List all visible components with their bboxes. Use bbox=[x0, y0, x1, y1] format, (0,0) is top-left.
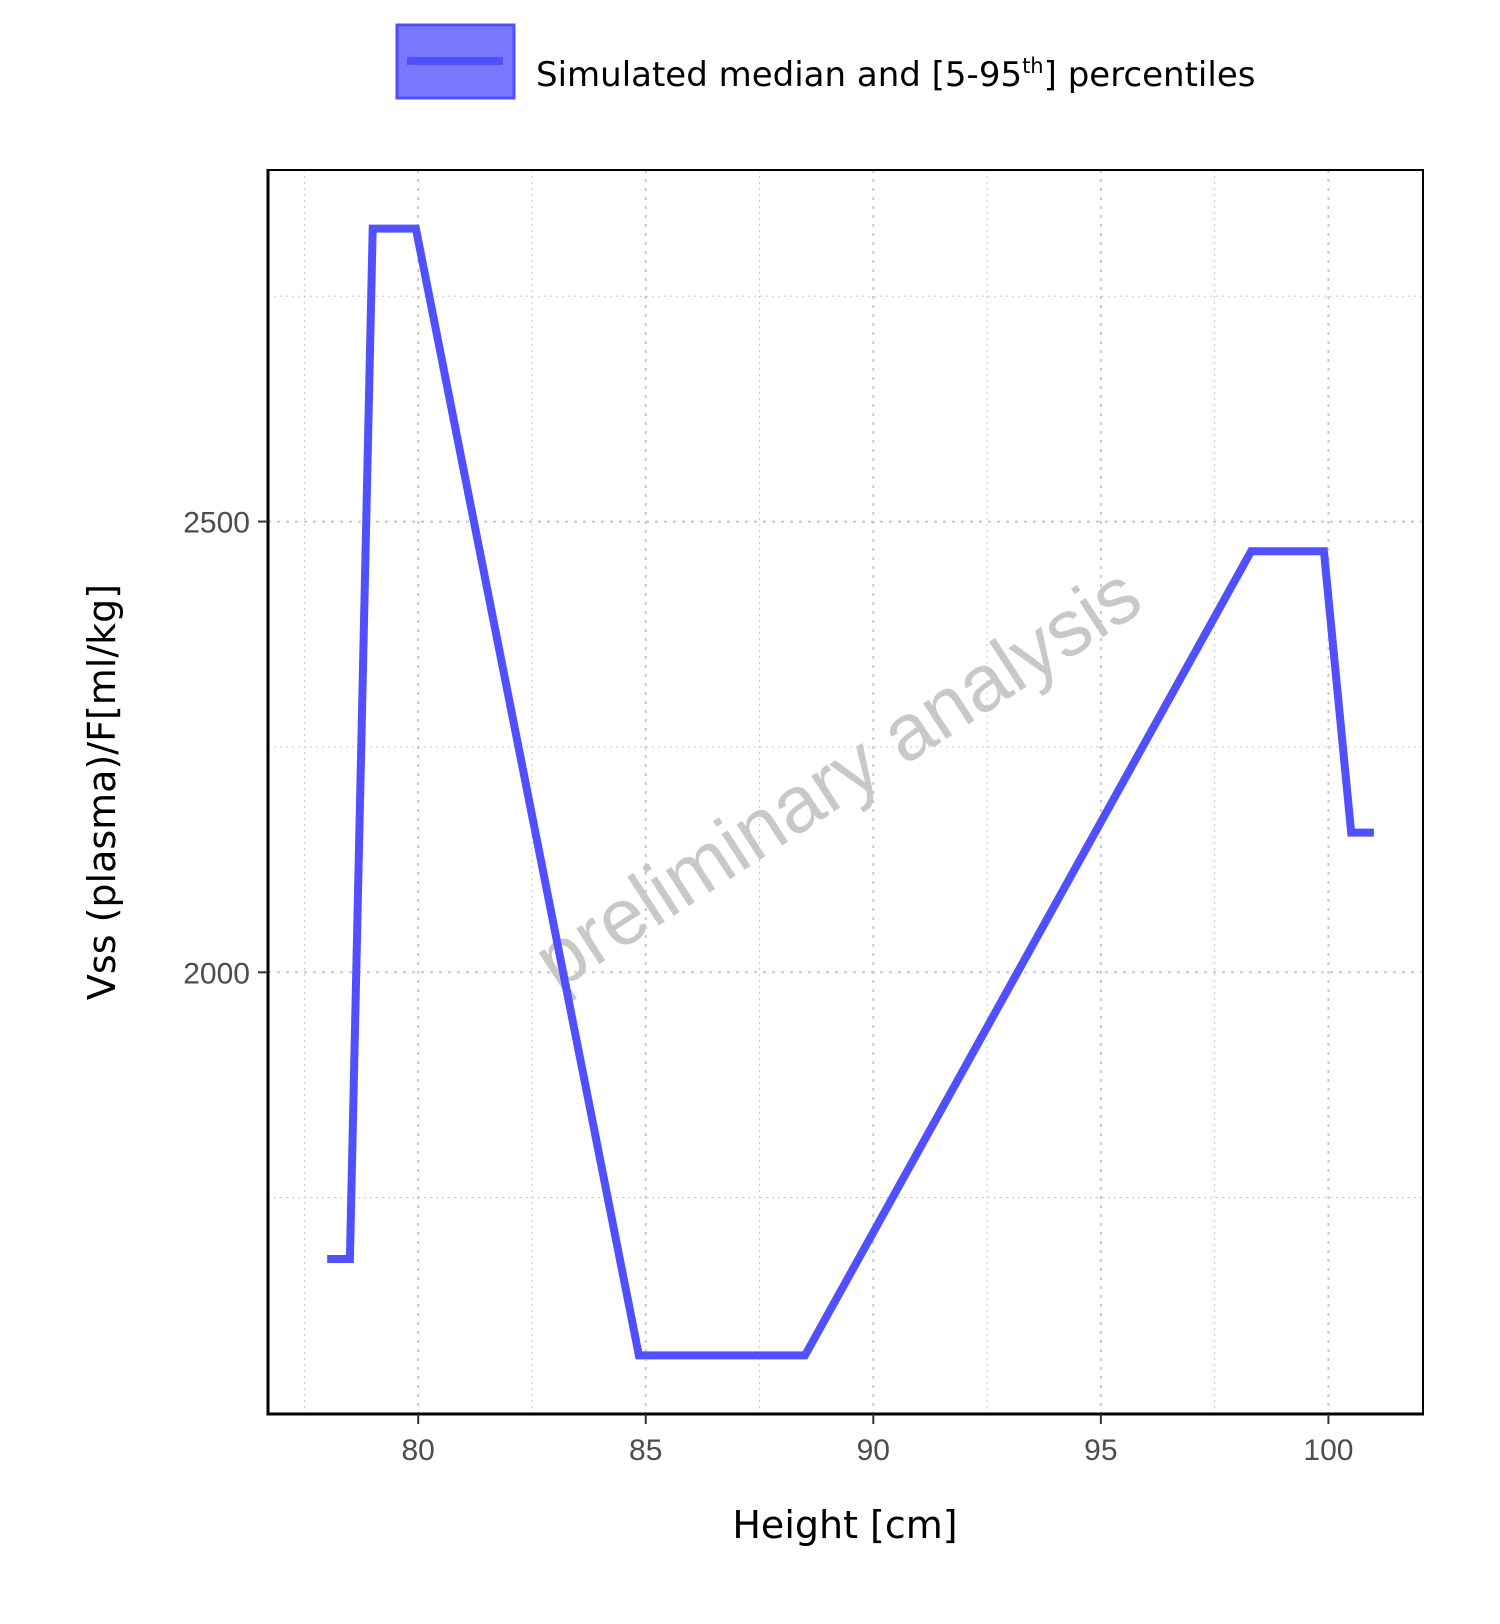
y-tick-label: 2500 bbox=[183, 507, 250, 540]
y-tick-label: 2000 bbox=[183, 957, 250, 990]
x-tick-label: 95 bbox=[1084, 1434, 1117, 1467]
x-axis-ticks: 80 85 90 95 100 bbox=[402, 1414, 1353, 1467]
y-axis-title: Vss (plasma)/F[ml/kg] bbox=[80, 584, 124, 1000]
legend-label: Simulated median and [5-95th] percentile… bbox=[536, 54, 1255, 95]
legend-label-end: ] percentiles bbox=[1044, 55, 1256, 95]
series-line-median bbox=[327, 224, 1374, 1360]
legend: Simulated median and [5-95th] percentile… bbox=[395, 23, 1255, 100]
minor-gridlines bbox=[268, 170, 1424, 1414]
x-tick-label: 80 bbox=[402, 1434, 435, 1467]
y-axis-ticks: 2000 2500 bbox=[183, 507, 268, 990]
x-axis-title: Height [cm] bbox=[732, 1503, 957, 1547]
x-tick-label: 100 bbox=[1303, 1434, 1353, 1467]
x-tick-label: 85 bbox=[629, 1434, 662, 1467]
x-tick-label: 90 bbox=[857, 1434, 890, 1467]
legend-label-main: Simulated median and [5-95 bbox=[536, 55, 1022, 95]
plot-panel: preliminary analysis 80 85 90 95 100 2000 250… bbox=[183, 169, 1424, 1467]
legend-label-superscript: th bbox=[1022, 54, 1044, 78]
major-gridlines bbox=[268, 170, 1424, 1414]
watermark: preliminary analysis bbox=[518, 548, 1156, 1005]
